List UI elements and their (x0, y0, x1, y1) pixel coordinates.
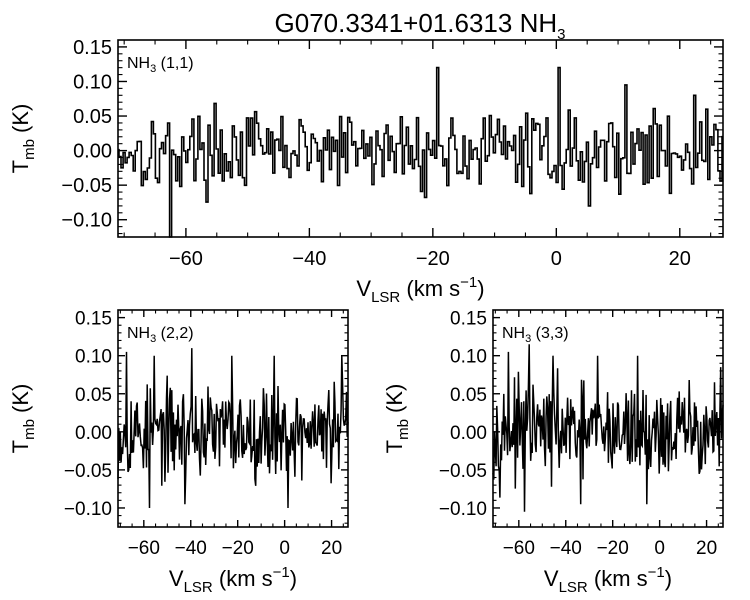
y-tick-label: 0.10 (75, 347, 112, 368)
y-tick-label: −0.05 (64, 461, 112, 482)
x-tick-label: 20 (696, 538, 717, 559)
y-tick-label: −0.10 (439, 499, 487, 520)
y-axis-label-2-2: Tmb (K) (8, 384, 38, 454)
x-tick-label: 0 (654, 538, 665, 559)
y-tick-label: 0.15 (450, 309, 487, 330)
y-tick-label: 0.15 (75, 309, 112, 330)
y-tick-label: 0.00 (75, 423, 112, 444)
y-tick-label: 0.05 (450, 385, 487, 406)
panel-nh3-3-3: −0.10−0.050.000.050.100.15 −60 −40 −20 0 20 … (382, 309, 724, 596)
title-main: G070.3341+01.6313 NH (275, 8, 558, 38)
y-tick-label: 0.00 (450, 423, 487, 444)
x-tick-label: −60 (169, 248, 203, 270)
x-tick-label: −40 (550, 538, 582, 559)
panel-nh3-1-1: −0.10−0.050.000.050.100.15 −60 −40 −20 0 20 … (8, 37, 724, 306)
spectrum-line-3-3 (492, 344, 724, 512)
panel-nh3-2-2: −0.10−0.050.000.050.100.15 −60 −40 −20 0 20 … (8, 309, 349, 596)
panel-label-3-3: NH3 (3,3) (502, 325, 569, 345)
x-tick-label: 0 (279, 538, 290, 559)
y-tick-label: 0.15 (73, 37, 112, 59)
panel-label-1-1: NH3 (1,1) (127, 55, 194, 75)
x-tick-label: −60 (503, 538, 535, 559)
x-tick-label: 20 (669, 248, 691, 270)
y-tick-label: 0.10 (450, 347, 487, 368)
y-tick-label: −0.05 (439, 461, 487, 482)
title-subscript: 3 (557, 26, 565, 43)
x-tick-label: −20 (416, 248, 450, 270)
x-tick-label: 20 (321, 538, 342, 559)
spectrum-line-1-1 (118, 66, 723, 238)
x-tick-label: −20 (222, 538, 254, 559)
y-tick-label: 0.05 (73, 106, 112, 128)
y-tick-label: −0.05 (61, 175, 112, 197)
y-tick-label: −0.10 (61, 210, 112, 232)
axes-frame-3-3 (492, 309, 724, 528)
x-tick-label: −40 (175, 538, 207, 559)
x-tick-label: −60 (128, 538, 160, 559)
spectrum-line-2-2 (117, 348, 349, 509)
y-tick-label: −0.10 (64, 499, 112, 520)
y-tick-label: 0.00 (73, 141, 112, 163)
y-axis-label-3-3: Tmb (K) (382, 384, 412, 454)
axes-frame-2-2 (117, 309, 349, 528)
x-axis-label-1-1: VLSR (km s−1) (356, 274, 484, 306)
figure-title: G070.3341+01.6313 NH3 (275, 8, 566, 43)
x-tick-label: −20 (597, 538, 629, 559)
x-axis-label-3-3: VLSR (km s−1) (544, 564, 672, 596)
y-axis-label-1-1: Tmb (K) (8, 104, 38, 174)
x-axis-label-2-2: VLSR (km s−1) (169, 564, 297, 596)
x-tick-label: −40 (292, 248, 326, 270)
axes-frame-1-1 (117, 39, 724, 238)
x-tick-label: 0 (551, 248, 562, 270)
panel-label-2-2: NH3 (2,2) (127, 325, 194, 345)
y-tick-label: 0.10 (73, 71, 112, 93)
y-tick-label: 0.05 (75, 385, 112, 406)
